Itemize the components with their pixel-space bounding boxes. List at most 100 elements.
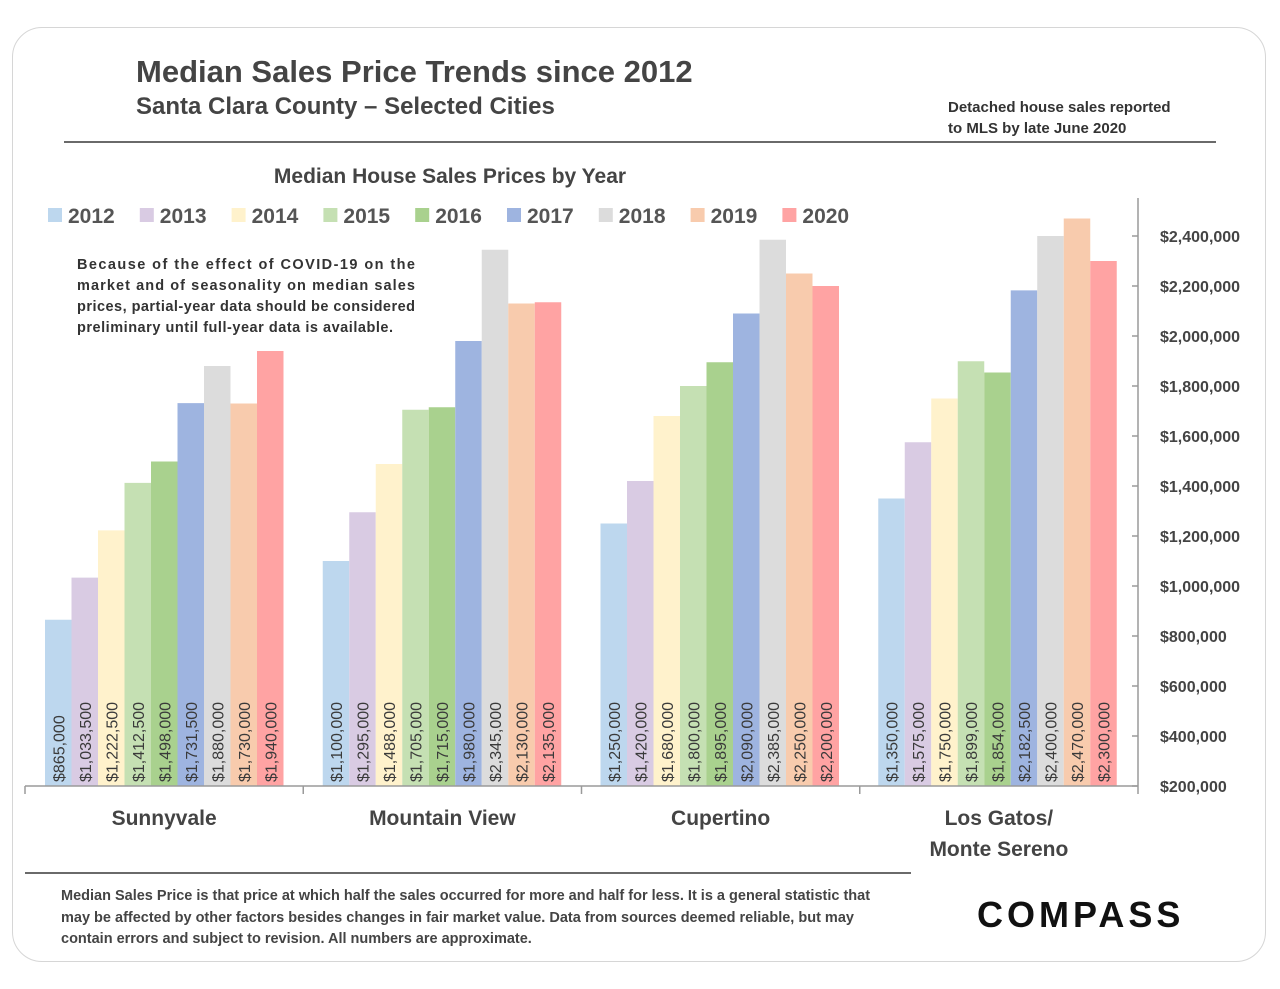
- category-label-3-0: Los Gatos/: [945, 807, 1054, 830]
- legend-label-2012: 2012: [68, 205, 115, 228]
- bar-label-2013-1: $1,295,000: [356, 702, 373, 782]
- chart-title: Median House Sales Prices by Year: [274, 165, 626, 188]
- bar-label-2015-1: $1,705,000: [409, 702, 426, 782]
- y-tick-label-5: $1,200,000: [1160, 529, 1240, 546]
- bar-label-2017-1: $1,980,000: [462, 702, 479, 782]
- y-tick-label-10: $2,200,000: [1160, 279, 1240, 296]
- legend-label-2019: 2019: [711, 205, 758, 228]
- bar-2014-2: [653, 416, 680, 786]
- legend-label-2016: 2016: [435, 205, 482, 228]
- bar-2018-3: [1037, 236, 1064, 786]
- bar-2019-2: [786, 273, 813, 786]
- data-source-note-line2: to MLS by late June 2020: [948, 120, 1127, 137]
- bar-2013-3: [904, 442, 932, 786]
- bar-label-2015-2: $1,800,000: [686, 702, 703, 782]
- covid-annotation-line-3: prices, partial-year data should be cons…: [77, 299, 415, 315]
- bar-2014-1: [375, 464, 403, 786]
- bar-label-2018-2: $2,385,000: [766, 702, 783, 782]
- bar-2016-3: [984, 372, 1011, 786]
- category-label-3-1: Monte Sereno: [929, 838, 1068, 861]
- bar-2019-3: [1063, 218, 1091, 786]
- legend-swatch-2018: [598, 208, 613, 222]
- bar-2015-2: [680, 386, 707, 786]
- bar-label-2012-2: $1,250,000: [607, 702, 624, 782]
- page-title: Median Sales Price Trends since 2012: [136, 54, 693, 89]
- compass-logo: COMPASS: [977, 894, 1185, 935]
- bar-label-2016-1: $1,715,000: [435, 702, 452, 782]
- legend-swatch-2017: [507, 208, 521, 222]
- bar-label-2019-0: $1,730,000: [237, 702, 254, 782]
- covid-annotation-line-1: Because of the effect of COVID-19 on the: [77, 257, 415, 273]
- bar-2012-0: [45, 619, 72, 786]
- covid-annotation-line-2: market and of seasonality on median sale…: [77, 278, 415, 294]
- bar-2014-3: [931, 398, 958, 786]
- bar-2013-1: [349, 512, 376, 786]
- legend-label-2014: 2014: [252, 205, 299, 228]
- bar-label-2018-3: $2,400,000: [1044, 702, 1061, 782]
- legend-label-2015: 2015: [343, 205, 390, 228]
- bar-label-2012-1: $1,100,000: [329, 702, 346, 782]
- y-tick-label-3: $800,000: [1160, 629, 1227, 646]
- bar-2016-2: [706, 362, 733, 786]
- y-tick-label-2: $600,000: [1160, 679, 1227, 696]
- bar-label-2014-0: $1,222,500: [104, 702, 121, 782]
- bar-label-2014-3: $1,750,000: [938, 702, 955, 782]
- bar-2020-2: [812, 286, 839, 786]
- bar-2015-1: [402, 409, 429, 786]
- bar-label-2017-2: $2,090,000: [739, 702, 756, 782]
- data-source-note: Detached house sales reported to MLS by …: [948, 97, 1208, 139]
- bar-2013-0: [71, 577, 98, 786]
- bar-2018-2: [759, 239, 786, 786]
- bar-label-2017-0: $1,731,500: [184, 702, 201, 782]
- legend-label-2017: 2017: [527, 205, 574, 228]
- y-tick-label-7: $1,600,000: [1160, 429, 1240, 446]
- y-tick-label-4: $1,000,000: [1160, 579, 1240, 596]
- bar-2017-2: [733, 313, 760, 786]
- bar-2015-0: [124, 482, 151, 786]
- bar-label-2013-2: $1,420,000: [633, 702, 650, 782]
- bar-label-2020-3: $2,300,000: [1097, 702, 1114, 782]
- legend-swatch-2013: [139, 208, 154, 222]
- bar-2012-1: [322, 561, 350, 786]
- legend-label-2013: 2013: [160, 205, 207, 228]
- bar-label-2015-3: $1,899,000: [964, 702, 981, 782]
- bar-2012-2: [600, 523, 627, 786]
- y-tick-label-6: $1,400,000: [1160, 479, 1240, 496]
- bar-label-2017-3: $2,182,500: [1017, 702, 1034, 782]
- category-label-0-0: Sunnyvale: [112, 807, 217, 830]
- bar-label-2014-2: $1,680,000: [660, 702, 677, 782]
- data-source-note-line1: Detached house sales reported: [948, 99, 1171, 116]
- bar-label-2020-2: $2,200,000: [819, 702, 836, 782]
- page-subtitle: Santa Clara County – Selected Cities: [136, 93, 555, 120]
- header-divider: [64, 141, 1216, 143]
- footer-divider: [25, 872, 911, 874]
- bar-label-2013-3: $1,575,000: [911, 702, 928, 782]
- y-tick-label-8: $1,800,000: [1160, 379, 1240, 396]
- bar-2019-0: [230, 403, 257, 786]
- bar-label-2020-1: $2,135,000: [541, 702, 558, 782]
- legend-swatch-2016: [415, 208, 430, 222]
- category-label-2-0: Cupertino: [671, 807, 770, 830]
- bar-2012-3: [878, 498, 905, 786]
- bar-label-2019-1: $2,130,000: [515, 702, 532, 782]
- bar-2016-1: [428, 407, 456, 786]
- legend-label-2020: 2020: [802, 205, 849, 228]
- y-tick-label-0: $200,000: [1160, 779, 1227, 796]
- bar-2017-0: [177, 403, 204, 786]
- bar-2018-1: [481, 249, 509, 786]
- legend-swatch-2019: [690, 208, 705, 222]
- bar-2014-0: [98, 530, 125, 786]
- bar-2016-0: [151, 461, 178, 786]
- bar-label-2013-0: $1,033,500: [78, 702, 95, 782]
- bar-label-2019-2: $2,250,000: [792, 702, 809, 782]
- bar-2020-1: [534, 302, 562, 786]
- bar-label-2016-0: $1,498,000: [157, 702, 174, 782]
- bar-label-2018-1: $2,345,000: [488, 702, 505, 782]
- bar-label-2019-3: $2,470,000: [1070, 702, 1087, 782]
- legend-swatch-2020: [782, 208, 797, 222]
- legend-swatch-2014: [231, 208, 246, 222]
- y-tick-label-9: $2,000,000: [1160, 329, 1240, 346]
- legend-swatch-2015: [323, 208, 338, 222]
- bar-label-2014-1: $1,488,000: [382, 702, 399, 782]
